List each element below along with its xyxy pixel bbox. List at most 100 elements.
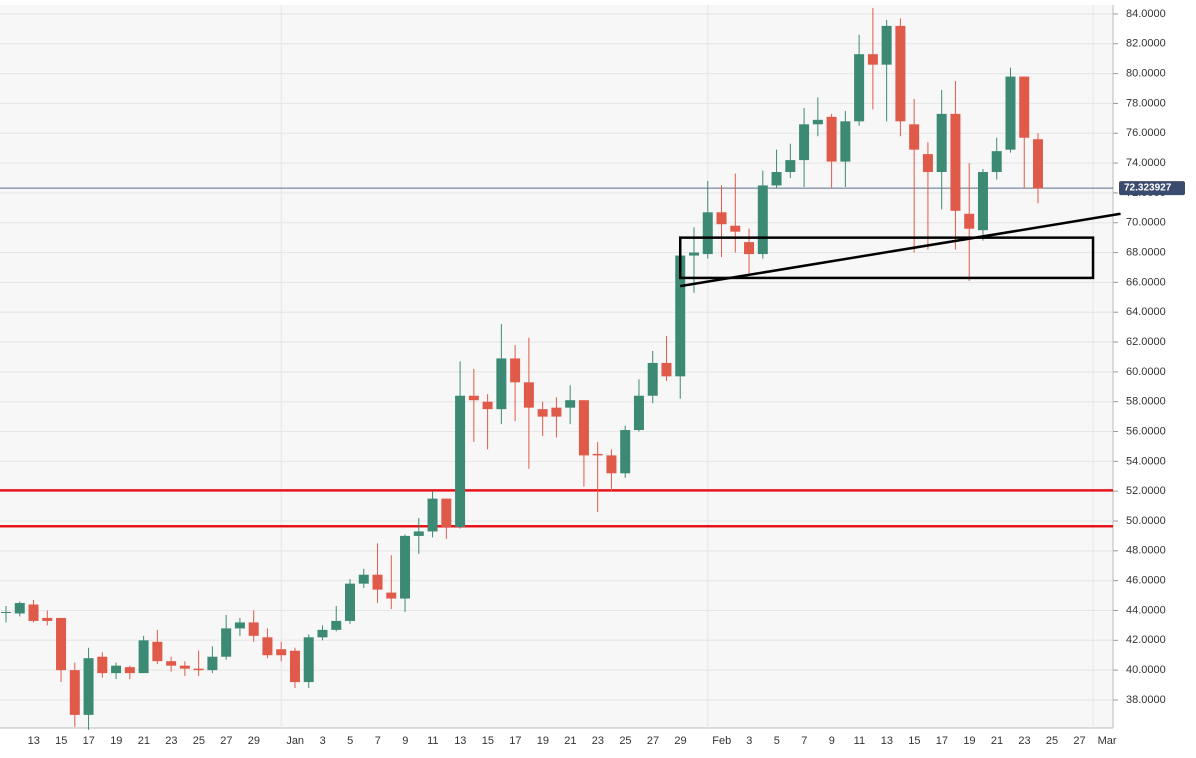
y-tick-label: 68.0000 <box>1126 246 1166 258</box>
x-tick-label: 7 <box>375 735 381 747</box>
candle-body <box>964 213 975 229</box>
candle-body <box>372 574 383 590</box>
candle-body <box>523 382 534 408</box>
candle-body <box>771 172 782 186</box>
x-tick-label: 27 <box>1073 735 1085 747</box>
x-tick-label: 9 <box>402 735 408 747</box>
candle-body <box>551 407 562 417</box>
y-tick-label: 78.0000 <box>1126 97 1166 109</box>
candle-body <box>977 172 988 231</box>
y-tick-label: 80.0000 <box>1126 68 1166 80</box>
candle-body <box>785 160 796 173</box>
candle-body <box>303 637 314 683</box>
candle-body <box>936 113 947 173</box>
candle-body <box>909 124 920 150</box>
y-tick-label: 42.0000 <box>1126 634 1166 646</box>
candle-body <box>455 395 466 527</box>
x-tick-label: 7 <box>801 735 807 747</box>
candle-body <box>83 658 94 715</box>
x-tick-label: 27 <box>220 735 232 747</box>
x-tick-label: 5 <box>774 735 780 747</box>
x-tick-label: 11 <box>427 735 438 747</box>
x-tick-label: 29 <box>674 735 686 747</box>
candle-body <box>716 212 727 225</box>
x-tick-label: 13 <box>28 735 40 747</box>
candle-body <box>867 54 878 65</box>
candle-body <box>482 401 493 410</box>
candle-body <box>565 400 576 408</box>
candle-body <box>262 637 273 656</box>
x-tick-label: 17 <box>509 735 521 747</box>
candle-body <box>537 409 548 417</box>
x-tick-label: 17 <box>936 735 948 747</box>
candle-body <box>345 583 355 621</box>
candle-body <box>358 574 369 584</box>
candle-body <box>14 603 25 614</box>
candle-body <box>799 124 810 161</box>
x-tick-label: Mar <box>1098 735 1117 747</box>
candle-body <box>97 656 108 674</box>
candle-body <box>221 628 232 657</box>
candle-body <box>56 617 67 671</box>
x-tick-label: 25 <box>619 735 631 747</box>
y-tick-label: 64.0000 <box>1126 306 1166 318</box>
candle-body <box>42 617 53 621</box>
last-price-box <box>1119 181 1185 196</box>
candle-body <box>675 255 686 377</box>
x-tick-label: 11 <box>854 735 865 747</box>
x-tick-label: 9 <box>829 735 835 747</box>
candle-body <box>950 113 961 211</box>
x-tick-label: 3 <box>746 735 752 747</box>
x-tick-label: 21 <box>138 735 150 747</box>
y-tick-label: 74.0000 <box>1126 157 1166 169</box>
candle-body <box>69 670 80 715</box>
candle-body <box>124 667 135 674</box>
candle-body <box>496 358 507 410</box>
x-tick-label: 23 <box>165 735 177 747</box>
candle-body <box>991 151 1002 173</box>
candle-body <box>331 620 342 630</box>
y-tick-label: 54.0000 <box>1126 455 1166 467</box>
candle-body <box>427 498 438 532</box>
candle-body <box>922 154 933 173</box>
x-tick-label: 25 <box>193 735 205 747</box>
candle-body <box>207 656 218 671</box>
y-tick-label: 44.0000 <box>1126 604 1166 616</box>
candle-body <box>413 531 424 536</box>
candle-body <box>1 611 11 613</box>
x-tick-label: 15 <box>482 735 494 747</box>
plot-background <box>0 5 1113 728</box>
y-tick-label: 48.0000 <box>1126 545 1166 557</box>
candle-body <box>152 641 163 662</box>
x-tick-label: 23 <box>1018 735 1030 747</box>
candle-body <box>757 185 768 255</box>
y-tick-label: 76.0000 <box>1126 127 1166 139</box>
candle-body <box>744 242 755 255</box>
candle-body <box>1019 76 1030 138</box>
candle-body <box>689 252 699 256</box>
x-tick-label: 13 <box>881 735 893 747</box>
candle-body <box>661 362 672 377</box>
candle-body <box>386 592 397 599</box>
x-tick-label: 27 <box>647 735 659 747</box>
y-tick-label: 70.0000 <box>1126 217 1166 229</box>
candle-body <box>633 395 644 431</box>
candle-body <box>620 430 631 474</box>
x-tick-label: 5 <box>347 735 353 747</box>
candle-body <box>647 362 658 396</box>
x-tick-label: 25 <box>1046 735 1058 747</box>
x-tick-label: 15 <box>55 735 67 747</box>
x-tick-label: 17 <box>83 735 95 747</box>
x-tick-label: Feb <box>712 735 731 747</box>
candle-body <box>248 622 259 636</box>
x-tick-label: 19 <box>537 735 549 747</box>
candle-body <box>510 358 521 383</box>
candle-body <box>702 212 713 255</box>
y-tick-label: 56.0000 <box>1126 425 1166 437</box>
candle-body <box>812 119 823 125</box>
y-tick-label: 46.0000 <box>1126 575 1166 587</box>
candle-body <box>28 604 39 621</box>
candle-body <box>881 25 892 65</box>
zone-box <box>678 236 1095 280</box>
